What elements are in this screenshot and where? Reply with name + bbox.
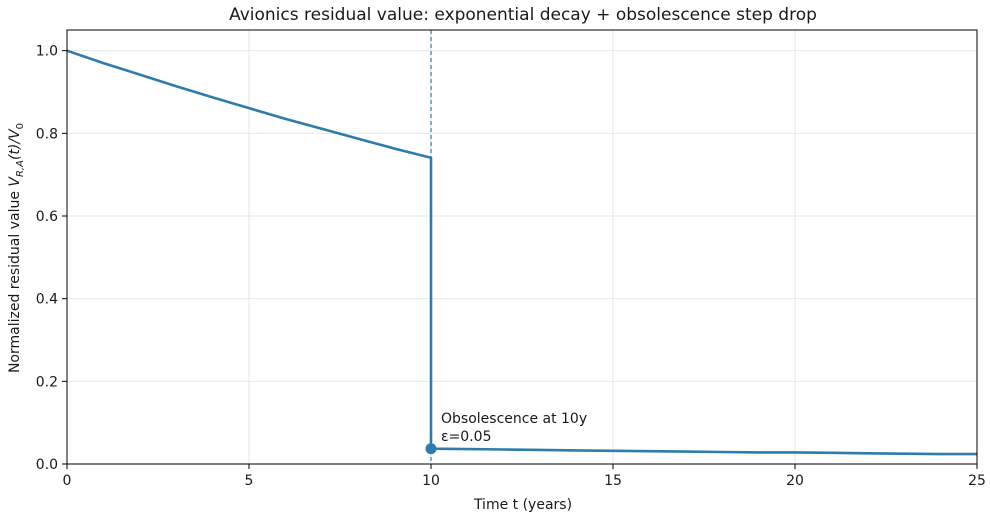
y-axis-label-sub: R,A (15, 160, 26, 177)
residual-value-line (66, 49, 977, 456)
y-axis-label-v: V (7, 176, 23, 187)
y-axis-label-arg: (t)/ (7, 138, 23, 160)
y-tick-label: 1.0 (36, 44, 58, 60)
x-tick-label: 20 (786, 473, 804, 489)
y-tick-label: 0.8 (36, 126, 58, 142)
tick-layer: 0 5 10 15 20 25 0.0 0.2 0.4 0.6 0.8 1.0 (36, 44, 986, 489)
x-tick-label: 0 (63, 473, 72, 489)
y-tick-label: 0.2 (36, 374, 58, 390)
y-tick-label: 0.0 (36, 457, 58, 473)
annotation-line2: ε=0.05 (441, 429, 491, 445)
y-axis-label: Normalized residual value VR,A(t)/V0 (7, 123, 26, 373)
series-layer (66, 49, 977, 456)
x-tick-label: 10 (422, 473, 440, 489)
y-tick-label: 0.4 (36, 292, 58, 308)
plot-frame (66, 29, 978, 465)
chart-title: Avionics residual value: exponential dec… (229, 5, 817, 25)
x-axis-label: Time t (years) (473, 497, 572, 513)
y-axis-label-v0: V (7, 128, 23, 139)
y-axis-label-v0-sub: 0 (15, 123, 26, 129)
y-axis-label-text: Normalized residual value (7, 187, 23, 373)
x-tick-label: 5 (245, 473, 254, 489)
y-tick-label: 0.6 (36, 209, 58, 225)
obsolescence-marker (425, 443, 437, 455)
x-tick-label: 25 (968, 473, 986, 489)
annotation-line1: Obsolescence at 10y (441, 411, 587, 427)
x-tick-label: 15 (604, 473, 622, 489)
